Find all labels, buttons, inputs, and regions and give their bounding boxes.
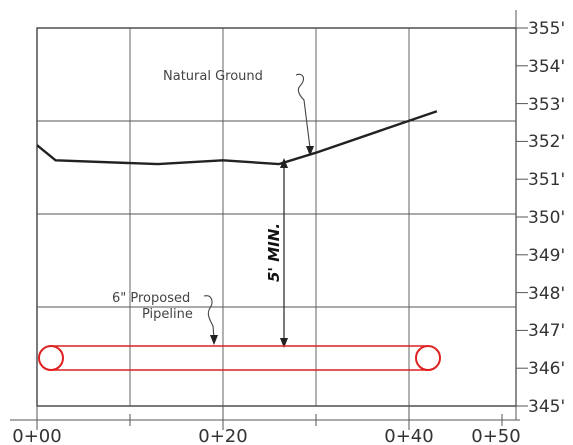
pipe-end-left bbox=[38, 345, 64, 371]
dimension-arrow-bottom bbox=[280, 338, 288, 348]
grid bbox=[37, 28, 516, 406]
y-tick-label: 354' bbox=[528, 57, 565, 77]
pipeline-label-line1: 6" Proposed bbox=[112, 291, 190, 306]
pipeline-arrowhead bbox=[210, 335, 218, 345]
y-tick-label: 352' bbox=[528, 132, 565, 152]
plot-frame bbox=[36, 27, 517, 407]
x-tick-label: 0+40 bbox=[384, 426, 433, 445]
x-tick-label: 0+20 bbox=[198, 426, 247, 445]
y-tick-labels: 355' 354' 353' 352' 351' 350' 349' 348' … bbox=[528, 19, 565, 417]
y-tick-label: 345' bbox=[528, 397, 565, 417]
natural-ground-label: Natural Ground bbox=[163, 69, 263, 84]
dimension-label: 5' MIN. bbox=[265, 223, 283, 282]
y-tick-label: 350' bbox=[528, 208, 565, 228]
y-tick-label: 351' bbox=[528, 170, 565, 190]
dimension-arrow-top bbox=[280, 158, 288, 168]
x-tick-label: 0+00 bbox=[12, 426, 61, 445]
natural-ground-arrowhead bbox=[306, 146, 314, 156]
y-tick-label: 349' bbox=[528, 246, 565, 266]
natural-ground-line bbox=[36, 110, 438, 166]
y-tick-label: 348' bbox=[528, 284, 565, 304]
x-axis bbox=[10, 406, 520, 430]
y-axis bbox=[515, 10, 528, 420]
natural-ground-leader bbox=[295, 73, 311, 149]
y-tick-label: 346' bbox=[528, 359, 565, 379]
y-tick-label: 353' bbox=[528, 95, 565, 115]
x-tick-labels: 0+00 0+20 0+40 0+50 bbox=[12, 426, 520, 445]
proposed-pipeline bbox=[38, 345, 441, 371]
pipe-end-right bbox=[415, 345, 441, 371]
y-tick-label: 355' bbox=[528, 19, 565, 39]
pipeline-label-line2: Pipeline bbox=[142, 307, 193, 322]
pipeline-leader bbox=[203, 295, 215, 339]
x-tick-label: 0+50 bbox=[471, 426, 520, 445]
min-cover-dimension: 5' MIN. bbox=[265, 158, 288, 348]
y-tick-label: 347' bbox=[528, 321, 565, 341]
